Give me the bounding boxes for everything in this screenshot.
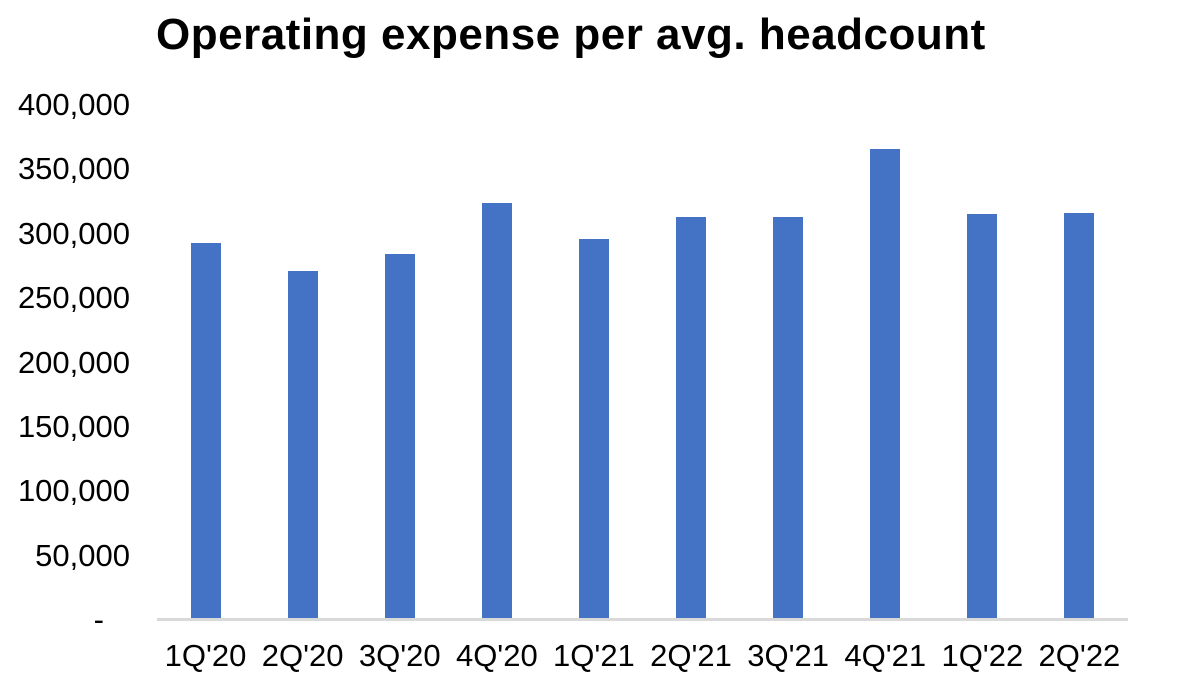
y-tick-label: 200,000	[17, 344, 130, 380]
x-axis-line	[157, 618, 1128, 621]
plot-area	[157, 105, 1128, 620]
bar-3Q'21	[773, 217, 804, 620]
x-tick-label: 2Q'21	[650, 638, 732, 673]
bar-1Q'22	[967, 214, 998, 620]
x-tick-label: 4Q'20	[455, 638, 538, 673]
chart-title: Operating expense per avg. headcount	[156, 10, 986, 59]
bar-4Q'20	[481, 202, 512, 620]
bar-2Q'20	[287, 271, 318, 620]
x-tick-label: 1Q'20	[164, 638, 247, 673]
y-tick-label: 350,000	[17, 151, 130, 187]
bar-3Q'20	[384, 254, 415, 620]
x-tick-label: 1Q'21	[553, 638, 635, 673]
y-tick-label: -	[93, 602, 104, 637]
bar-4Q'21	[870, 148, 901, 620]
x-tick-label: 1Q'22	[941, 638, 1024, 673]
bar-2Q'22	[1064, 213, 1095, 620]
bar-1Q'21	[578, 238, 609, 620]
x-tick-label: 2Q'22	[1038, 638, 1121, 673]
x-tick-label: 4Q'21	[844, 638, 927, 673]
y-tick-label: 250,000	[17, 280, 130, 316]
y-axis-labels: 400,000 350,000 300,000 250,000 200,000 150,0…	[0, 0, 130, 686]
bar-2Q'21	[676, 217, 707, 620]
y-tick-label: 400,000	[17, 87, 130, 122]
y-tick-label: 50,000	[35, 537, 130, 573]
y-tick-label: 100,000	[17, 473, 130, 509]
y-tick-label: 150,000	[17, 408, 130, 444]
x-tick-label: 2Q'20	[261, 638, 344, 673]
x-tick-label: 3Q'21	[747, 638, 830, 673]
x-tick-label: 3Q'20	[358, 638, 441, 673]
bar-1Q'20	[190, 242, 221, 620]
y-tick-label: 300,000	[17, 215, 130, 251]
